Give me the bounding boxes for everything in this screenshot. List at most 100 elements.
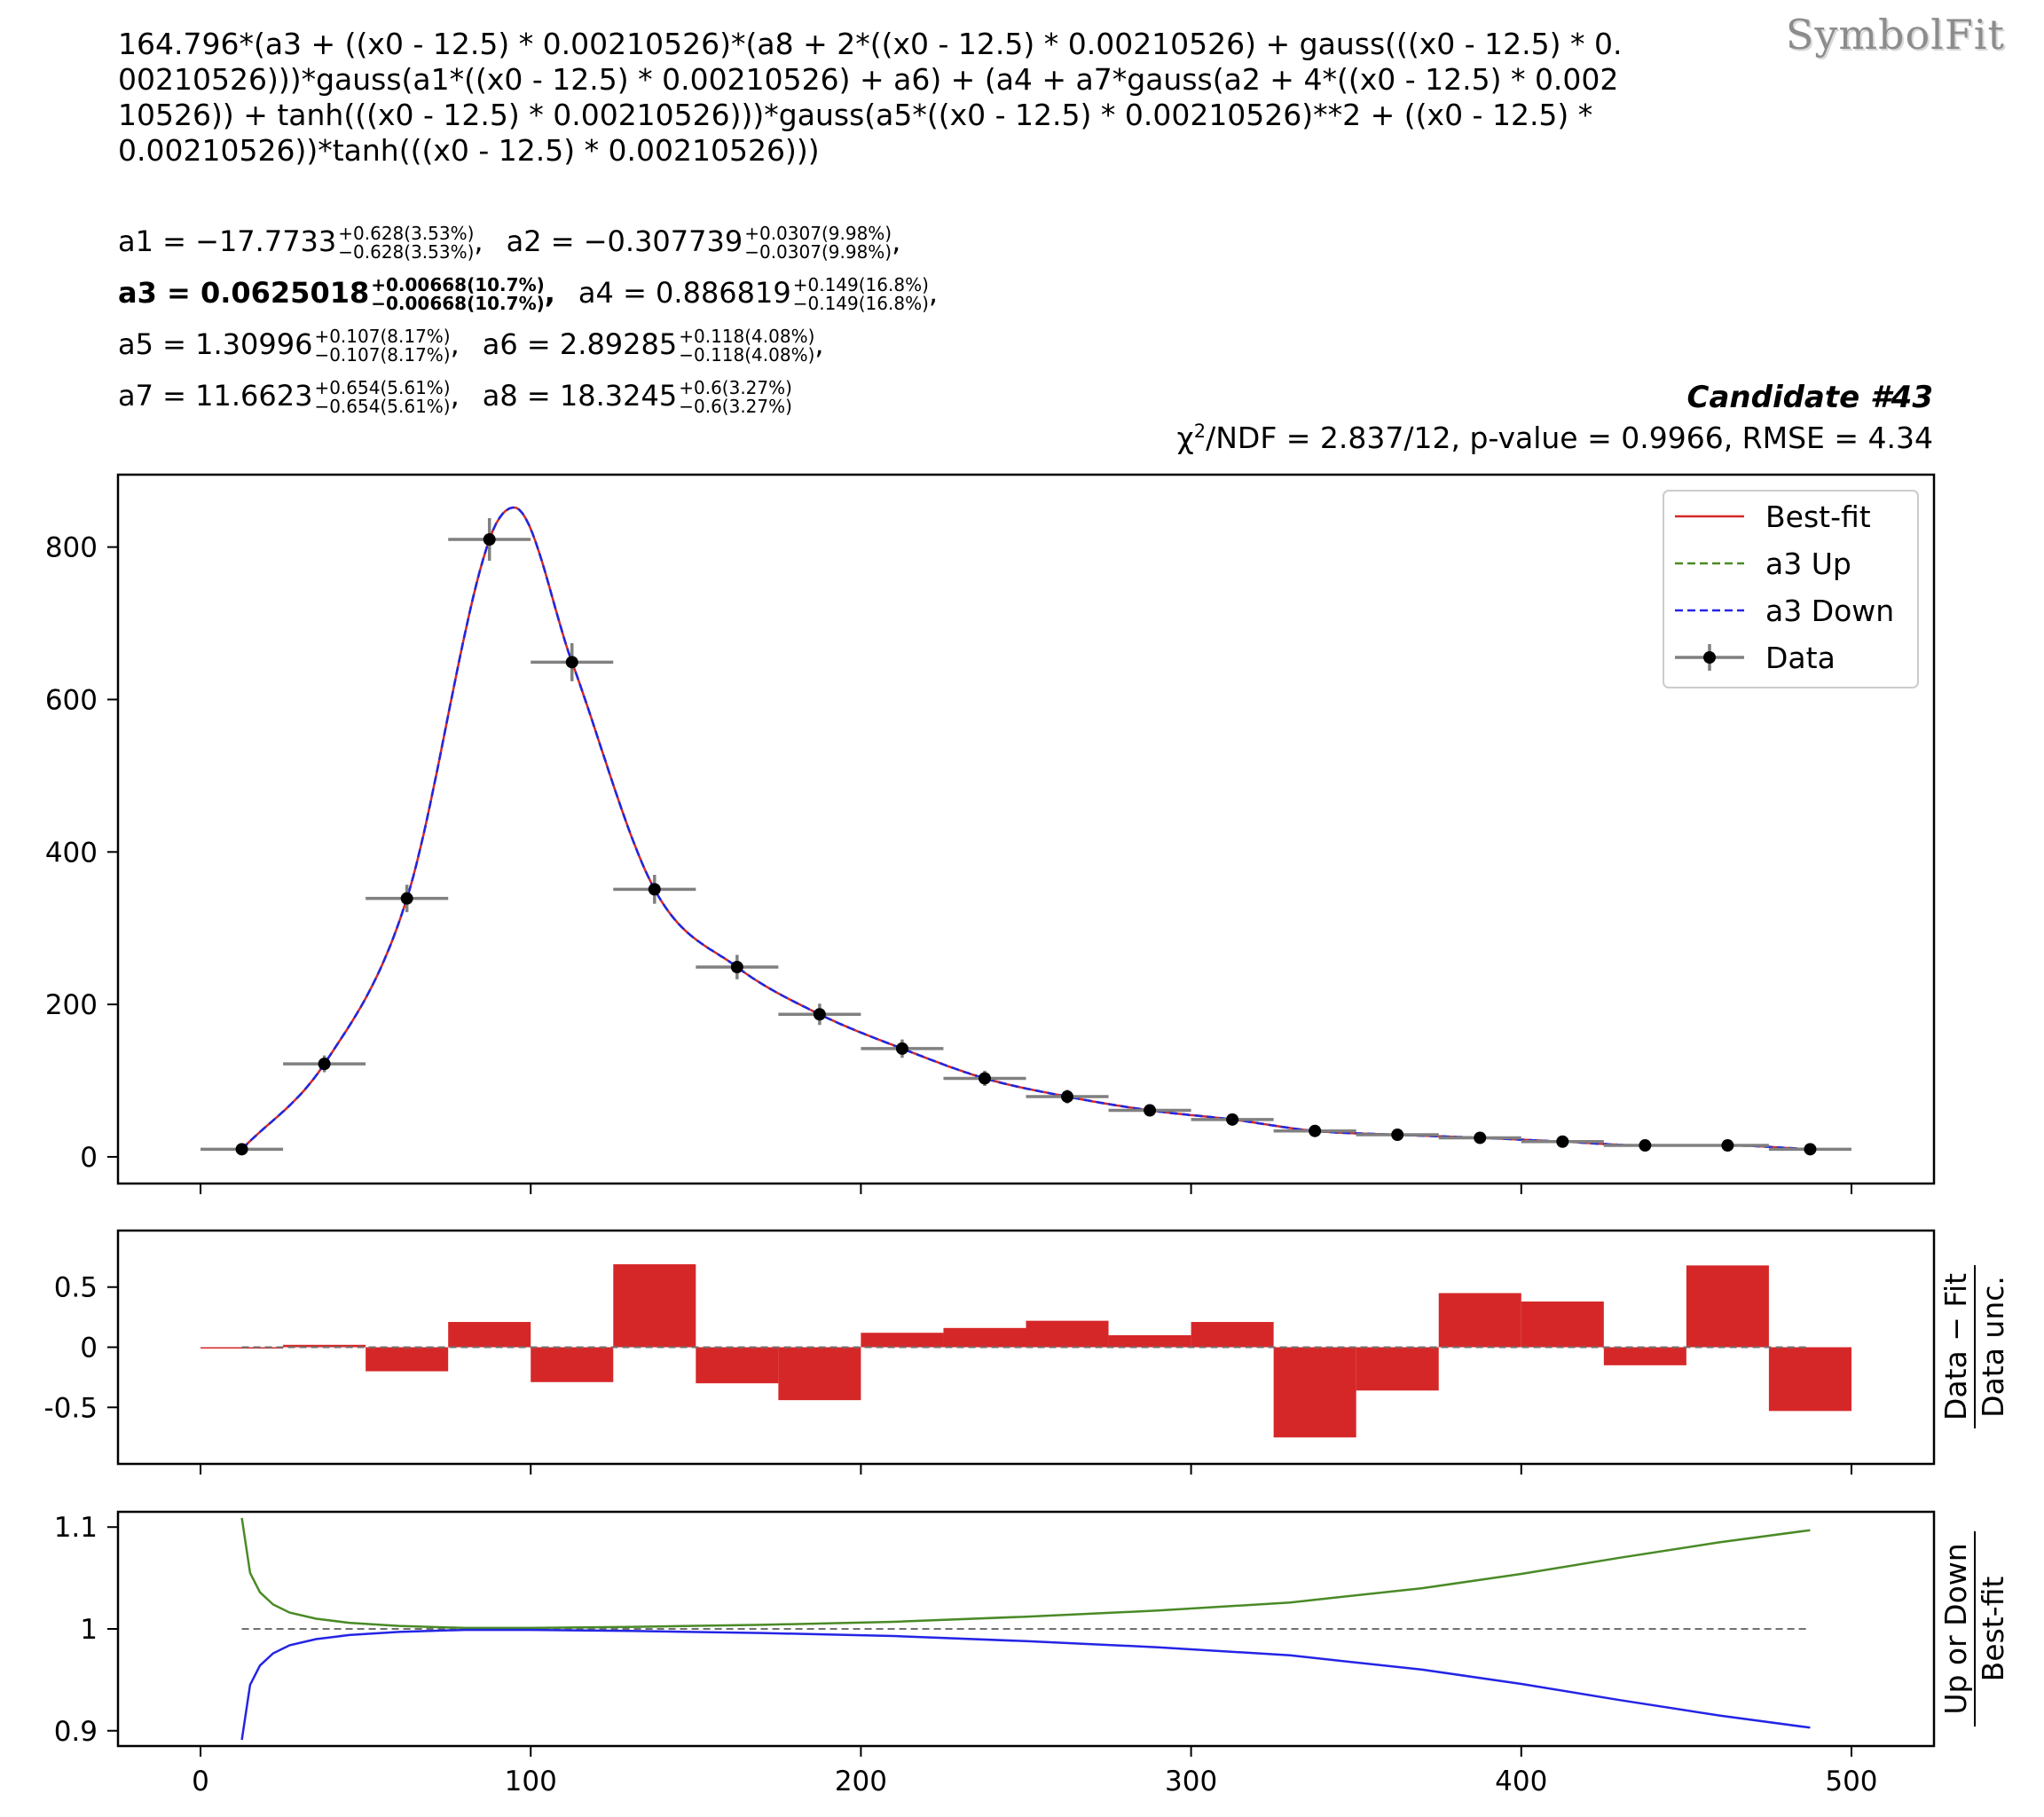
param-row-2: a3 = 0.0625018 +0.00668(10.7%) −0.00668(10…	[118, 268, 961, 318]
param-a3-uncertainty: +0.00668(10.7%) −0.00668(10.7%)	[371, 276, 545, 313]
main-panel: 0 200 400 600 800 Best-fit a3 Up a3 Down Dat…	[45, 473, 1936, 1194]
main-fit-curves	[240, 506, 1811, 1151]
main-data-points	[200, 517, 1851, 1156]
param-a6-down: −0.118(4.08%)	[679, 344, 815, 366]
data-point	[1556, 1135, 1569, 1148]
ratio-lines	[240, 1517, 1811, 1741]
fit-formula: 164.796*(a3 + ((x0 - 12.5) * 0.00210526)…	[118, 27, 1623, 168]
ratio-y-tick-label: 1.1	[54, 1512, 98, 1544]
param-a2: a2 = −0.307739 +0.0307(9.98%) −0.0307(9.98…	[507, 216, 901, 266]
data-point	[895, 1042, 908, 1055]
legend-marker-data	[1703, 651, 1716, 664]
residual-bar	[283, 1344, 366, 1348]
main-x-ticks	[200, 1184, 1852, 1194]
ratio-x-tick-label: 100	[505, 1766, 557, 1797]
residual-bar	[366, 1347, 449, 1372]
param-separator: ,	[892, 224, 901, 258]
main-y-tick-label: 400	[45, 837, 98, 869]
residual-bar	[1356, 1347, 1439, 1391]
ratio-y-tick-label: 0.9	[54, 1716, 98, 1748]
param-a8: a8 = 18.3245 +0.6(3.27%) −0.6(3.27%)	[483, 371, 792, 421]
param-a7-down: −0.654(5.61%)	[314, 396, 451, 417]
param-a8-down: −0.6(3.27%)	[679, 396, 792, 417]
param-a6: a6 = 2.89285 +0.118(4.08%) −0.118(4.08%),	[483, 319, 824, 369]
param-a5-value: a5 = 1.30996	[118, 327, 313, 361]
param-a7-uncertainty: +0.654(5.61%) −0.654(5.61%)	[314, 379, 450, 416]
ratio-x-tick-label: 500	[1825, 1766, 1877, 1797]
param-a4-uncertainty: +0.149(16.8%) −0.149(16.8%)	[793, 276, 929, 313]
ratio-ylabel: Up or Down Best-fit	[1938, 1531, 2010, 1727]
residual-y-tick-label: -0.5	[44, 1392, 98, 1424]
ratio-y-ticks: 1.1 1 0.9	[54, 1512, 118, 1748]
param-row-4: a7 = 11.6623 +0.654(5.61%) −0.654(5.61%), a…	[118, 371, 815, 421]
ratio-x-tick-label: 200	[835, 1766, 887, 1797]
param-a1: a1 = −17.7733 +0.628(3.53%) −0.628(3.53%),	[118, 216, 483, 266]
param-row-1: a1 = −17.7733 +0.628(3.53%) −0.628(3.53%),…	[118, 216, 924, 266]
residual-x-ticks	[200, 1464, 1852, 1475]
residual-bar	[1108, 1334, 1191, 1348]
residual-bar	[778, 1347, 861, 1401]
residual-bar	[613, 1263, 696, 1348]
data-point	[730, 961, 743, 974]
ratio-x-tick-label: 0	[192, 1766, 209, 1797]
data-point	[565, 656, 578, 669]
param-a1-up: +0.628(3.53%)	[338, 223, 475, 244]
data-point	[813, 1008, 826, 1021]
param-separator: ,	[544, 276, 555, 310]
ratio-panel: 1.1 1 0.9 0 100 200 300 400 500 Up or Down Best…	[54, 1510, 2010, 1797]
param-a1-value: a1 = −17.7733	[118, 224, 337, 258]
chi-symbol: χ	[1176, 421, 1194, 455]
data-point	[1061, 1090, 1074, 1104]
main-y-ticks: 0 200 400 600 800	[45, 532, 118, 1174]
param-a4: a4 = 0.886819 +0.149(16.8%) −0.149(16.8%),	[578, 268, 938, 318]
residual-bar	[1273, 1347, 1356, 1438]
symbolfit-watermark: SymbolFit	[1785, 11, 2005, 59]
residual-y-tick-label: 0.5	[54, 1272, 98, 1304]
param-a3-up: +0.00668(10.7%)	[371, 274, 545, 295]
residual-bar	[696, 1347, 779, 1384]
ratio-x-tick-label: 300	[1165, 1766, 1217, 1797]
residual-bar	[1521, 1301, 1604, 1348]
param-a3-value: a3 = 0.0625018	[118, 276, 370, 310]
param-a4-value: a4 = 0.886819	[578, 276, 791, 310]
param-a1-down: −0.628(3.53%)	[338, 241, 475, 263]
main-y-tick-label: 0	[80, 1142, 98, 1174]
param-a3: a3 = 0.0625018 +0.00668(10.7%) −0.00668(10…	[118, 268, 555, 318]
residual-bar	[1686, 1265, 1769, 1348]
param-a2-value: a2 = −0.307739	[506, 224, 743, 258]
residual-ylabel-top: Data − Fit	[1938, 1273, 1973, 1420]
candidate-label: Candidate #43	[1686, 380, 1934, 415]
param-a8-up: +0.6(3.27%)	[679, 377, 792, 398]
param-a6-value: a6 = 2.89285	[482, 327, 678, 361]
param-a7-up: +0.654(5.61%)	[314, 377, 451, 398]
param-a7-value: a7 = 11.6623	[118, 379, 313, 413]
legend-label-a3-up: a3 Up	[1765, 547, 1851, 581]
ratio-y-tick-label: 1	[80, 1614, 98, 1646]
residual-bars	[200, 1263, 1851, 1438]
residual-bar	[1191, 1322, 1274, 1348]
data-point	[1391, 1129, 1404, 1142]
legend-label-data: Data	[1765, 641, 1836, 675]
param-a3-down: −0.00668(10.7%)	[371, 293, 545, 314]
param-a6-up: +0.118(4.08%)	[679, 326, 815, 347]
residual-y-ticks: 0.5 0 -0.5	[44, 1272, 118, 1424]
residual-bar	[1603, 1347, 1686, 1365]
ratio-frame	[116, 1510, 1936, 1748]
legend-box	[1663, 490, 1919, 688]
main-y-tick-label: 800	[45, 532, 98, 564]
ratio-up-line	[240, 1517, 1811, 1630]
param-separator: ,	[814, 327, 824, 361]
residual-bar	[1768, 1347, 1851, 1412]
residual-bar	[943, 1327, 1026, 1348]
main-y-tick-label: 600	[45, 684, 98, 716]
main-frame	[116, 473, 1936, 1185]
data-point	[400, 892, 413, 905]
legend-label-a3-down: a3 Down	[1765, 594, 1894, 628]
param-a2-down: −0.0307(9.98%)	[744, 241, 892, 263]
param-a4-up: +0.149(16.8%)	[792, 274, 929, 295]
param-a6-uncertainty: +0.118(4.08%) −0.118(4.08%)	[679, 327, 814, 365]
param-a2-uncertainty: +0.0307(9.98%) −0.0307(9.98%)	[744, 224, 892, 262]
main-y-tick-label: 200	[45, 989, 98, 1021]
param-a8-value: a8 = 18.3245	[482, 379, 678, 413]
